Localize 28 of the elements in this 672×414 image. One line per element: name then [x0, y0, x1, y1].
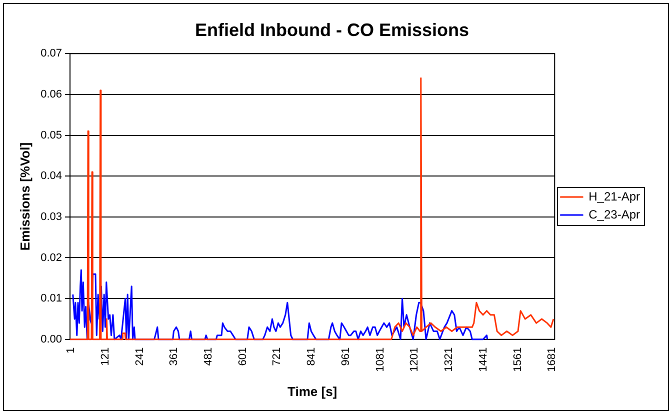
y-tick-label: 0.06 [40, 88, 62, 100]
x-tick-label: 1561 [512, 347, 524, 372]
chart-title: Enfield Inbound - CO Emissions [194, 20, 470, 40]
x-tick-label: 1201 [408, 347, 421, 372]
x-tick-label: 1681 [546, 347, 558, 372]
x-tick-label: 481 [202, 347, 214, 366]
y-tick-label: 0.04 [40, 170, 62, 182]
x-tick-label: 601 [236, 347, 249, 366]
y-tick-label: 0.05 [40, 129, 62, 142]
y-axis-title: Emissions [%Vol] [17, 142, 32, 251]
x-tick-label: 241 [134, 347, 146, 366]
x-tick-label: 121 [99, 347, 112, 366]
y-tick-label: 0.00 [40, 333, 62, 346]
legend-label: C_23-Apr [588, 207, 640, 222]
x-tick-label: 721 [271, 347, 284, 366]
x-tick-label: 1441 [477, 347, 490, 372]
legend-label: H_21-Apr [588, 189, 640, 204]
y-tick-label: 0.02 [40, 252, 62, 264]
x-tick-label: 841 [306, 347, 318, 366]
x-tick-label: 1 [65, 347, 78, 354]
y-tick-label: 0.03 [40, 210, 62, 223]
x-tick-label: 361 [168, 347, 180, 366]
x-tick-label: 1321 [443, 347, 456, 372]
y-tick-label: 0.07 [40, 48, 62, 60]
y-tick-label: 0.01 [40, 292, 62, 305]
x-tick-label: 961 [340, 347, 352, 366]
x-tick-label: 1081 [374, 347, 386, 372]
x-axis-title: Time [s] [288, 384, 338, 399]
